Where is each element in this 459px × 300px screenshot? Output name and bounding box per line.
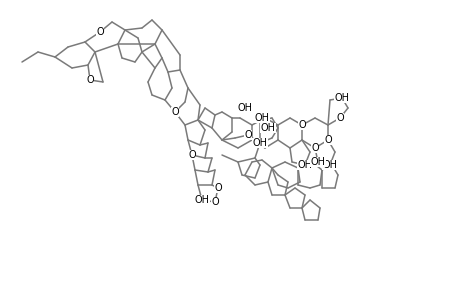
Text: OH: OH [297,160,312,170]
Text: O: O [244,130,251,140]
Text: OH: OH [237,103,252,113]
Text: OH: OH [252,138,267,148]
Text: O: O [188,150,196,160]
Text: OH: OH [310,157,325,167]
Text: OH: OH [260,123,275,133]
Text: O: O [324,135,331,145]
Text: OH: OH [194,195,209,205]
Text: O: O [297,120,305,130]
Text: O: O [86,75,94,85]
Text: O: O [214,183,221,193]
Text: O: O [310,143,318,153]
Text: OH: OH [334,93,349,103]
Text: O: O [171,107,179,117]
Text: OH: OH [322,160,337,170]
Text: O: O [336,113,343,123]
Text: O: O [211,197,218,207]
Text: OH: OH [254,113,269,123]
Text: O: O [96,27,104,37]
